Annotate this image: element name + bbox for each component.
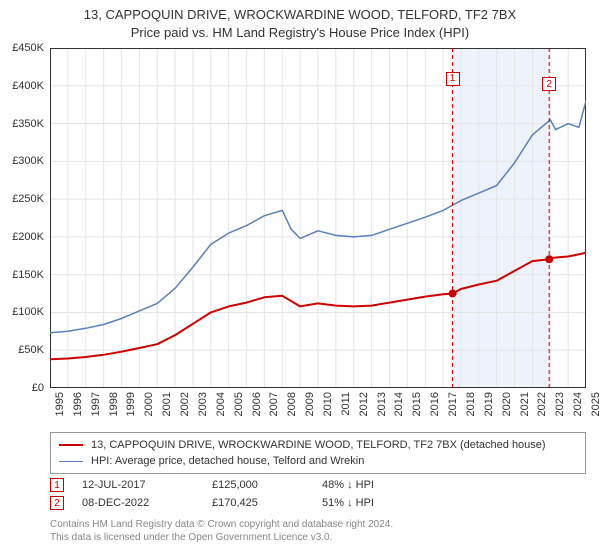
y-tick-label: £250K — [12, 193, 44, 205]
x-tick-label: 2016 — [429, 392, 441, 416]
y-tick-label: £50K — [18, 344, 44, 356]
x-tick-label: 2005 — [233, 392, 245, 416]
x-tick-label: 2008 — [286, 392, 298, 416]
y-tick-label: £100K — [12, 306, 44, 318]
x-tick-label: 2019 — [483, 392, 495, 416]
y-tick-label: £350K — [12, 118, 44, 130]
x-tick-label: 2018 — [465, 392, 477, 416]
title-line-1: 13, CAPPOQUIN DRIVE, WROCKWARDINE WOOD, … — [10, 6, 590, 24]
x-tick-label: 2004 — [215, 392, 227, 416]
x-tick-label: 2021 — [519, 392, 531, 416]
x-tick-label: 2017 — [447, 392, 459, 416]
chart-marker-badge: 1 — [446, 72, 460, 86]
legend-label: 13, CAPPOQUIN DRIVE, WROCKWARDINE WOOD, … — [91, 439, 546, 451]
y-tick-label: £150K — [12, 269, 44, 281]
x-tick-label: 2003 — [197, 392, 209, 416]
data-point-vs-hpi: 51% ↓ HPI — [322, 497, 442, 509]
footnote-line-2: This data is licensed under the Open Gov… — [50, 531, 586, 544]
x-tick-label: 2015 — [411, 392, 423, 416]
x-tick-label: 2009 — [304, 392, 316, 416]
x-tick-label: 2001 — [161, 392, 173, 416]
data-point-date: 08-DEC-2022 — [82, 497, 212, 509]
x-tick-label: 2012 — [358, 392, 370, 416]
x-tick-label: 1998 — [108, 392, 120, 416]
legend-swatch — [59, 461, 83, 462]
chart-svg — [50, 48, 586, 388]
x-tick-label: 2014 — [393, 392, 405, 416]
y-tick-label: £300K — [12, 155, 44, 167]
legend-item: 13, CAPPOQUIN DRIVE, WROCKWARDINE WOOD, … — [59, 437, 577, 453]
data-point-price: £125,000 — [212, 479, 322, 491]
x-tick-label: 2011 — [340, 392, 352, 416]
legend: 13, CAPPOQUIN DRIVE, WROCKWARDINE WOOD, … — [50, 432, 586, 474]
x-tick-label: 2025 — [590, 392, 600, 416]
y-tick-label: £400K — [12, 80, 44, 92]
data-point-date: 12-JUL-2017 — [82, 479, 212, 491]
chart-marker-badge: 2 — [542, 77, 556, 91]
x-tick-label: 1997 — [90, 392, 102, 416]
x-tick-label: 2023 — [554, 392, 566, 416]
x-tick-label: 2002 — [179, 392, 191, 416]
x-axis-ticks: 1995 1996 1997 1998 1999 2000 2001 2002 2003 2004… — [50, 388, 586, 428]
x-tick-label: 2010 — [322, 392, 334, 416]
x-tick-label: 1996 — [72, 392, 84, 416]
data-point-row: 2 08-DEC-2022£170,42551% ↓ HPI — [50, 494, 586, 512]
footnote: Contains HM Land Registry data © Crown c… — [50, 518, 586, 544]
footnote-line-1: Contains HM Land Registry data © Crown c… — [50, 518, 586, 531]
x-tick-label: 2024 — [572, 392, 584, 416]
x-tick-label: 2022 — [536, 392, 548, 416]
x-tick-label: 1999 — [125, 392, 137, 416]
data-points-table: 1 12-JUL-2017£125,00048% ↓ HPI 2 08-DEC-202… — [50, 476, 586, 512]
chart-plot-area: 12 — [50, 48, 586, 388]
legend-label: HPI: Average price, detached house, Telf… — [91, 455, 364, 467]
x-tick-label: 2007 — [268, 392, 280, 416]
legend-item: HPI: Average price, detached house, Telf… — [59, 453, 577, 469]
y-axis-ticks: £0£50K£100K£150K£200K£250K£300K£350K£400… — [0, 48, 48, 388]
y-tick-label: £0 — [32, 382, 44, 394]
x-tick-label: 1995 — [54, 392, 66, 416]
chart-title-block: 13, CAPPOQUIN DRIVE, WROCKWARDINE WOOD, … — [0, 0, 600, 43]
y-tick-label: £450K — [12, 42, 44, 54]
y-tick-label: £200K — [12, 231, 44, 243]
x-tick-label: 2006 — [251, 392, 263, 416]
x-tick-label: 2020 — [501, 392, 513, 416]
data-point-badge: 2 — [50, 496, 64, 510]
title-line-2: Price paid vs. HM Land Registry's House … — [10, 24, 590, 42]
legend-swatch — [59, 444, 83, 446]
data-point-price: £170,425 — [212, 497, 322, 509]
x-tick-label: 2013 — [376, 392, 388, 416]
data-point-badge: 1 — [50, 478, 64, 492]
x-tick-label: 2000 — [143, 392, 155, 416]
data-point-vs-hpi: 48% ↓ HPI — [322, 479, 442, 491]
data-point-row: 1 12-JUL-2017£125,00048% ↓ HPI — [50, 476, 586, 494]
